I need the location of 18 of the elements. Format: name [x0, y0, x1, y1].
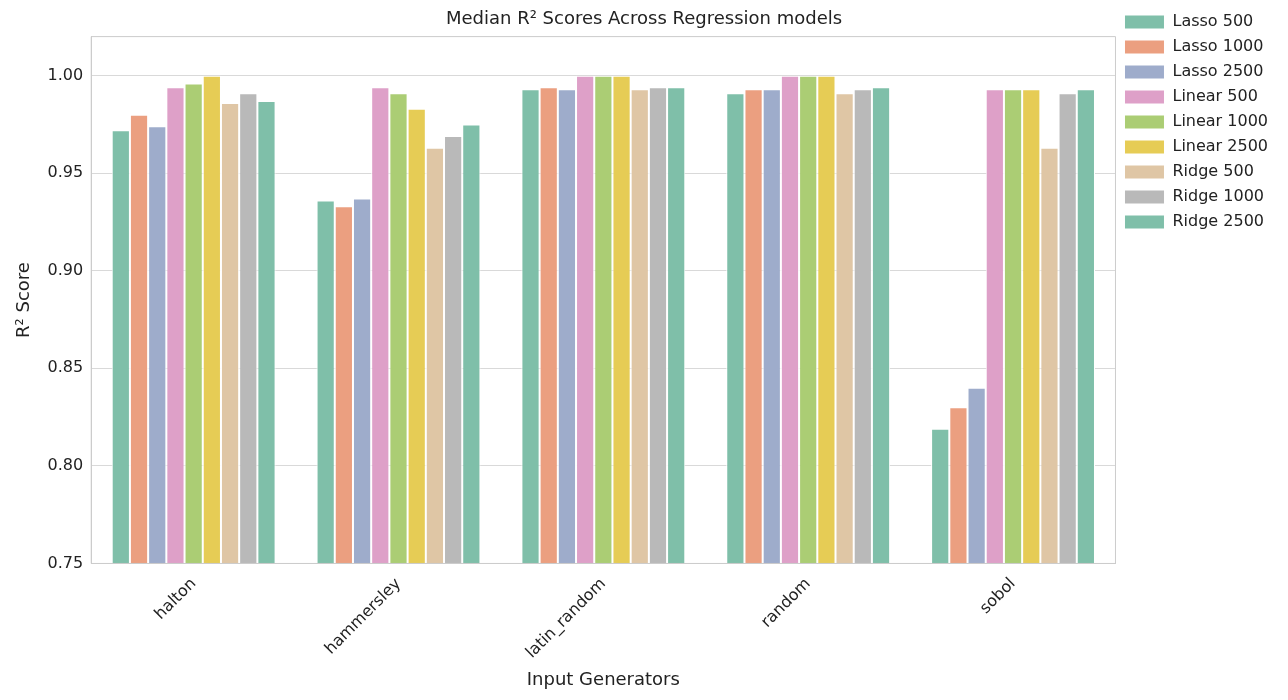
legend-label: Lasso 1000 [1172, 36, 1264, 56]
y-tick-label: 1.00 [47, 64, 84, 84]
y-tick-label: 0.95 [47, 162, 84, 182]
y-tick-label: 0.90 [47, 259, 84, 279]
legend-label: Lasso 2500 [1172, 61, 1264, 81]
y-tick-label: 0.85 [47, 357, 84, 377]
legend-label: Ridge 1000 [1172, 186, 1264, 206]
legend-label: Ridge 2500 [1172, 211, 1264, 231]
y-axis-title: R² Score [12, 262, 34, 338]
legend-label: Linear 1000 [1172, 111, 1268, 131]
legend-label: Linear 2500 [1172, 136, 1268, 156]
legend-label: Linear 500 [1172, 86, 1258, 106]
y-tick-label: 0.75 [47, 552, 84, 572]
legend-label: Lasso 500 [1172, 11, 1254, 31]
chart-title: Median R² Scores Across Regression models [445, 7, 843, 29]
legend-label: Ridge 500 [1172, 161, 1254, 181]
y-tick-label: 0.80 [47, 455, 84, 475]
x-axis-title: Input Generators [526, 667, 680, 689]
